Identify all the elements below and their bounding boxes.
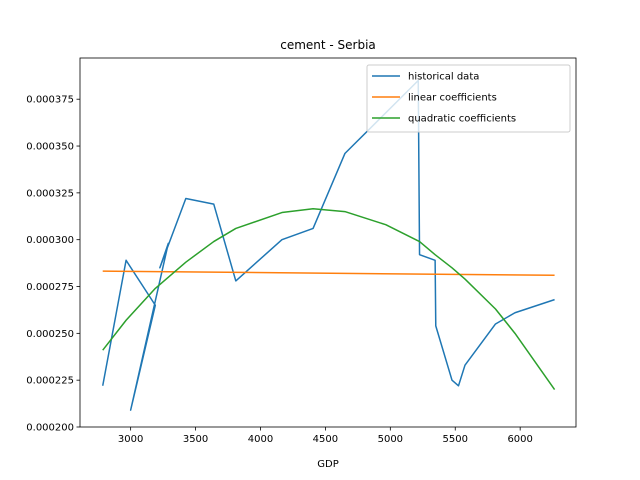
x-tick-label: 4500: [313, 434, 338, 445]
y-tick-label: 0.000375: [26, 95, 74, 106]
x-tick-label: 3500: [183, 434, 208, 445]
legend-label-quadratic-coefficients: quadratic coefficients: [408, 114, 516, 125]
series-line-historical-data: [101, 79, 555, 411]
x-tick-label: 4000: [248, 434, 273, 445]
y-tick-label: 0.000325: [26, 188, 74, 199]
x-tick-label: 5000: [378, 434, 403, 445]
y-tick-label: 0.000300: [26, 235, 74, 246]
axes-frame: [79, 57, 577, 428]
legend-box: [366, 64, 571, 133]
y-tick-label: 0.000200: [26, 423, 74, 434]
series-line-linear-coefficients: [102, 270, 555, 277]
legend: historical data linear coefficients quadra…: [366, 64, 571, 133]
x-tick-label: 3000: [118, 434, 143, 445]
chart-title: cement - Serbia: [280, 38, 376, 52]
legend-label-historical-data: historical data: [408, 72, 479, 83]
plot-area: 3000 3500 4000 4500 5000 5500 6000 0.000200 0.00…: [26, 57, 577, 445]
legend-label-linear-coefficients: linear coefficients: [408, 93, 497, 104]
x-axis-label: GDP: [317, 459, 338, 470]
x-tick-label: 5500: [443, 434, 468, 445]
y-tick-label: 0.000225: [26, 376, 74, 387]
series-line-quadratic-coefficients: [102, 208, 556, 390]
x-tick-label: 6000: [507, 434, 532, 445]
y-tick-label: 0.000250: [26, 329, 74, 340]
y-tick-label: 0.000350: [26, 142, 74, 153]
y-tick-label: 0.000275: [26, 282, 74, 293]
